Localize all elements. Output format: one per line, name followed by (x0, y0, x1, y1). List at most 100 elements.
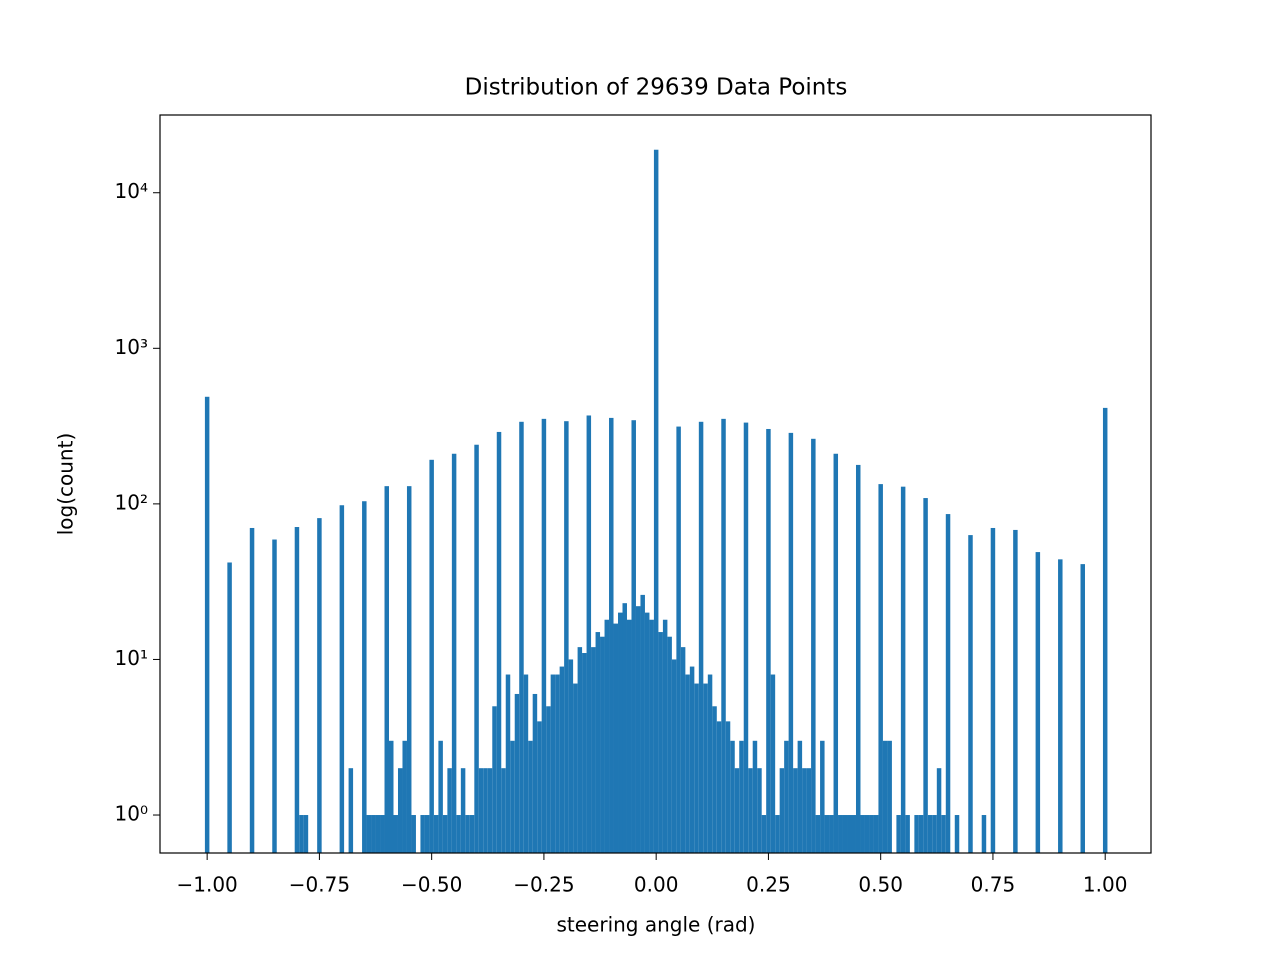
y-tick-label: 10¹ (115, 646, 148, 670)
bar (1013, 529, 1018, 853)
bar (613, 623, 619, 853)
bar (658, 632, 663, 853)
bar (869, 815, 874, 853)
bar (604, 619, 610, 853)
y-tick-label: 10² (115, 490, 148, 514)
bar (914, 815, 919, 853)
bar (707, 674, 713, 853)
bar (820, 740, 825, 853)
bar (537, 721, 542, 853)
x-tick-label: 0.25 (746, 873, 791, 897)
bar (829, 815, 834, 853)
bar (492, 706, 497, 853)
bar (550, 674, 556, 853)
bar (927, 815, 933, 853)
bar (635, 606, 641, 853)
bar (1102, 407, 1108, 853)
bar (496, 431, 502, 853)
bar (703, 683, 708, 853)
bar (528, 740, 533, 853)
bar (775, 815, 780, 853)
chart-title: Distribution of 29639 Data Points (465, 75, 848, 101)
bar (442, 815, 448, 853)
bar (757, 768, 762, 853)
bar (420, 815, 425, 853)
bar (676, 426, 681, 853)
bar (936, 768, 942, 853)
bar (685, 674, 690, 853)
bar (559, 666, 565, 853)
bar (393, 815, 398, 853)
bar (725, 721, 731, 853)
x-tick-label: −0.75 (289, 873, 350, 897)
bar (424, 815, 430, 853)
bar (618, 612, 623, 853)
axes-frame (159, 114, 1152, 854)
bar (851, 815, 856, 853)
bar (429, 459, 434, 853)
bar (766, 428, 771, 853)
x-tick-label: 0.00 (634, 873, 679, 897)
bar (433, 815, 439, 853)
y-tick-label: 10⁰ (115, 802, 148, 826)
bar (932, 815, 937, 853)
bar (272, 539, 277, 853)
bar (788, 432, 794, 853)
bar (577, 647, 583, 853)
bar (743, 422, 749, 853)
bar (900, 486, 906, 853)
bar (797, 740, 803, 853)
bar (456, 815, 461, 853)
bar (873, 815, 879, 853)
bar (465, 815, 470, 853)
plot-area (204, 149, 1108, 853)
bar (397, 768, 403, 853)
bar (954, 815, 960, 853)
bar (847, 815, 852, 853)
x-tick-label: 0.75 (971, 873, 1016, 897)
bar (510, 740, 515, 853)
bar (568, 659, 574, 853)
bar (1080, 564, 1085, 853)
bar (294, 527, 300, 853)
bar (582, 653, 587, 853)
bar (438, 740, 443, 853)
bar (779, 768, 785, 853)
bar (1058, 559, 1063, 853)
bar (739, 740, 744, 853)
bar (469, 815, 475, 853)
bar (667, 636, 672, 853)
bar (671, 659, 677, 853)
bar (945, 514, 951, 853)
bar (981, 815, 987, 853)
bar (842, 815, 848, 853)
bar (546, 706, 551, 853)
x-tick-label: 1.00 (1083, 873, 1128, 897)
bar (523, 674, 529, 853)
bar (882, 740, 888, 853)
y-tick-label: 10³ (115, 335, 148, 359)
bar (474, 444, 479, 853)
bar (478, 768, 484, 853)
bar (519, 421, 524, 853)
bar (887, 740, 892, 853)
bar (644, 612, 650, 853)
bar (905, 815, 910, 853)
bar (626, 619, 632, 853)
bar (864, 815, 870, 853)
x-tick-label: −0.25 (513, 873, 574, 897)
bar (460, 768, 466, 853)
bar (487, 768, 493, 853)
bar (860, 815, 865, 853)
bar (299, 815, 304, 853)
bar (249, 527, 255, 853)
x-axis-label: steering angle (rad) (556, 913, 755, 937)
bar (362, 501, 367, 853)
bar (680, 647, 686, 853)
bar (564, 421, 569, 853)
bar (990, 527, 996, 853)
bar (838, 815, 843, 853)
bar (384, 486, 390, 853)
bar (689, 666, 695, 853)
